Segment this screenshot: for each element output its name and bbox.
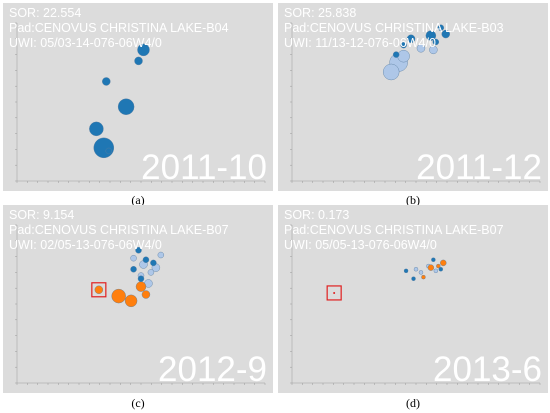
panel-a-plot [15, 22, 266, 183]
panel-a-pad: Pad:CENOVUS CHRISTINA LAKE-B04 [9, 21, 229, 35]
panel-d-pad: Pad:CENOVUS CHRISTINA LAKE-B07 [284, 223, 504, 237]
panel-d-date: 2013-6 [433, 350, 542, 389]
panel-d: SOR: 0.173 Pad:CENOVUS CHRISTINA LAKE-B0… [278, 205, 548, 393]
data-point [421, 274, 426, 280]
panel-c-pad: Pad:CENOVUS CHRISTINA LAKE-B07 [9, 223, 229, 237]
data-point [438, 267, 444, 272]
panel-c-sor: SOR: 9.154 [9, 208, 75, 222]
data-point [382, 63, 400, 81]
panel-b-pad: Pad:CENOVUS CHRISTINA LAKE-B03 [284, 21, 504, 35]
panel-b: SOR: 25.838 Pad:CENOVUS CHRISTINA LAKE-B… [278, 3, 548, 191]
data-point [403, 268, 409, 274]
data-point [89, 121, 104, 137]
panel-a-info: SOR: 22.554 Pad:CENOVUS CHRISTINA LAKE-B… [9, 6, 229, 51]
data-point [431, 257, 436, 262]
panel-a: SOR: 22.554 Pad:CENOVUS CHRISTINA LAKE-B… [3, 3, 273, 191]
panel-a-uwi: UWI: 05/03-14-076-06W4/0 [9, 36, 162, 50]
data-point [94, 285, 104, 294]
panel-c-info: SOR: 9.154 Pad:CENOVUS CHRISTINA LAKE-B0… [9, 208, 229, 253]
data-point [432, 38, 440, 46]
caption-b: (b) [406, 193, 420, 207]
data-point [137, 275, 145, 282]
panel-c-uwi: UWI: 02/05-13-076-06W4/0 [9, 238, 162, 252]
data-point [157, 251, 165, 259]
data-point [429, 45, 438, 55]
data-point [147, 269, 155, 276]
highlight-box [326, 285, 342, 301]
panel-a-sor: SOR: 22.554 [9, 6, 82, 20]
data-point [437, 24, 445, 31]
data-point [105, 147, 112, 155]
panel-d-uwi: UWI: 05/05-13-076-06W4/0 [284, 238, 437, 252]
data-point [427, 264, 435, 271]
data-point [102, 77, 111, 86]
data-point [406, 34, 416, 43]
panel-d-plot [290, 224, 541, 385]
data-point [135, 247, 142, 254]
data-point [440, 259, 447, 267]
data-point [436, 263, 441, 269]
data-point [418, 270, 424, 275]
panel-a-date: 2011-10 [141, 148, 267, 187]
data-point [130, 254, 137, 262]
panel-b-date: 2011-12 [416, 148, 542, 187]
data-point [135, 281, 147, 292]
data-point [134, 56, 143, 66]
data-point [117, 98, 135, 115]
data-point [441, 29, 450, 39]
panel-b-plot [290, 22, 541, 183]
data-point [142, 256, 150, 263]
panel-d-sor: SOR: 0.173 [284, 208, 350, 222]
caption-a: (a) [131, 193, 145, 207]
panel-b-uwi: UWI: 11/13-12-076-06W4/0 [284, 36, 436, 50]
data-point [413, 267, 419, 272]
data-point [411, 276, 416, 281]
panel-b-sor: SOR: 25.838 [284, 6, 357, 20]
panel-c-plot [15, 224, 266, 385]
panel-b-info: SOR: 25.838 Pad:CENOVUS CHRISTINA LAKE-B… [284, 6, 504, 51]
data-point [130, 266, 137, 273]
panel-d-info: SOR: 0.173 Pad:CENOVUS CHRISTINA LAKE-B0… [284, 208, 504, 253]
data-point [137, 43, 150, 57]
data-point [433, 268, 439, 274]
data-point [333, 291, 336, 294]
caption-c: (c) [131, 396, 145, 410]
data-point [141, 290, 151, 299]
data-point [416, 44, 426, 53]
data-point [93, 137, 115, 159]
data-point [150, 259, 157, 267]
data-point [397, 49, 410, 63]
data-point [392, 51, 400, 58]
data-point [124, 294, 138, 308]
data-point [400, 41, 407, 49]
panel-c-date: 2012-9 [158, 350, 267, 389]
panel-c: SOR: 9.154 Pad:CENOVUS CHRISTINA LAKE-B0… [3, 205, 273, 393]
data-point [111, 288, 126, 304]
data-point [425, 30, 437, 41]
highlight-box [91, 282, 107, 298]
caption-d: (d) [406, 396, 420, 410]
